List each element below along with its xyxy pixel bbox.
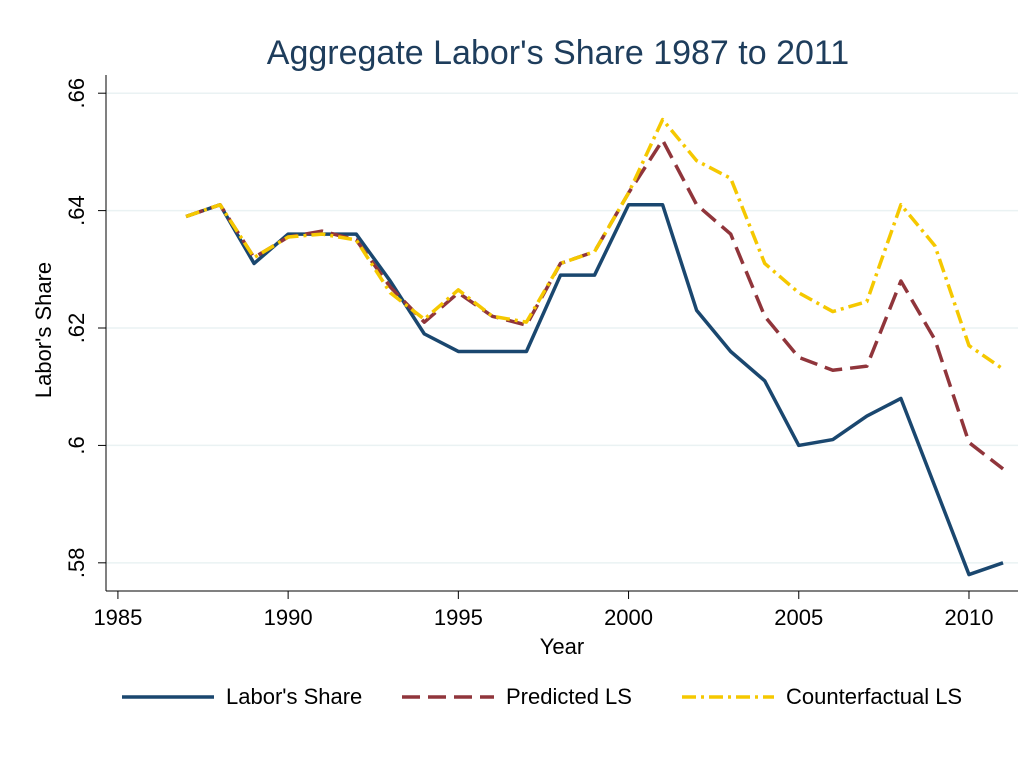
legend-label: Counterfactual LS [786,684,962,709]
legend-label: Predicted LS [506,684,632,709]
y-tick-label: .66 [64,78,89,109]
legend-label: Labor's Share [226,684,362,709]
x-tick-label: 2000 [604,605,653,630]
chart-title: Aggregate Labor's Share 1987 to 2011 [267,34,849,72]
series-line [185,138,1005,471]
x-tick-label: 2005 [774,605,823,630]
x-tick-label: 1985 [93,605,142,630]
x-tick-label: 1995 [434,605,483,630]
x-tick-label: 2010 [945,605,994,630]
y-tick-label: .62 [64,313,89,344]
x-axis-label: Year [540,634,584,659]
series-line [185,117,1005,371]
x-tick-label: 1990 [264,605,313,630]
y-axis-label: Labor's Share [31,262,56,398]
y-tick-label: .64 [64,195,89,226]
y-tick-label: .58 [64,548,89,579]
y-tick-label: .6 [64,436,89,454]
